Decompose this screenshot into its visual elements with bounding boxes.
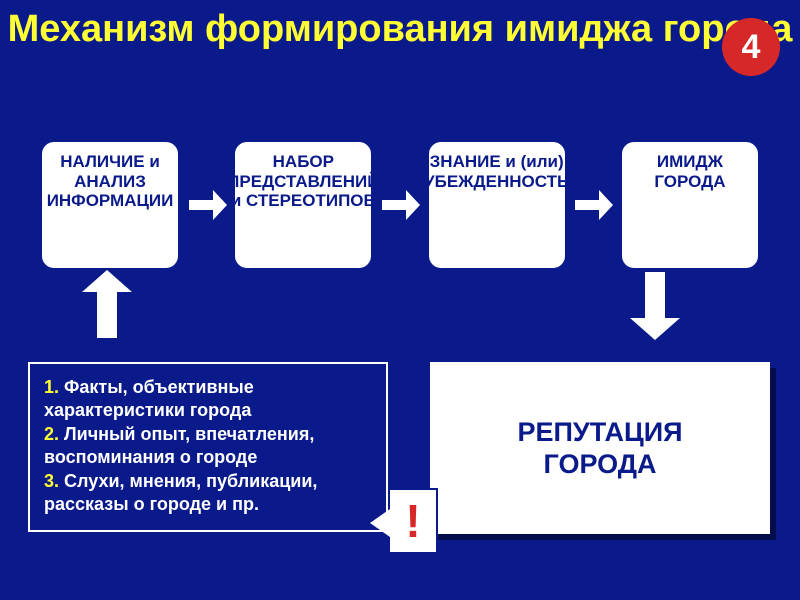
reputation-box: РЕПУТАЦИЯ ГОРОДА [430, 362, 770, 534]
facts-item-text: Факты, объективные характеристики города [44, 377, 254, 420]
flow-arrow-1 [187, 190, 227, 220]
facts-item-number: 3. [44, 471, 59, 491]
flow-node-3: ЗНАНИЕ и (или) УБЕЖДЕННОСТЬ [427, 140, 567, 270]
exclaim-text: ! [405, 494, 420, 548]
flow-node-1: НАЛИЧИЕ и АНАЛИЗ ИНФОРМАЦИИ [40, 140, 180, 270]
up-arrow-icon [82, 270, 132, 340]
facts-item-text: Личный опыт, впечатления, воспоминания о… [44, 424, 314, 467]
exclaim-callout: ! [388, 488, 438, 554]
facts-item-number: 2. [44, 424, 59, 444]
facts-item-number: 1. [44, 377, 59, 397]
slide: Механизм формирования имиджа города 4 НА… [0, 0, 800, 600]
flow-node-3-label: ЗНАНИЕ и (или) УБЕЖДЕННОСТЬ [424, 152, 569, 191]
facts-box: 1. Факты, объективные характеристики гор… [28, 362, 388, 532]
facts-item-text: Слухи, мнения, публикации, рассказы о го… [44, 471, 317, 514]
flow-arrow-2 [380, 190, 420, 220]
slide-number-badge: 4 [722, 18, 780, 76]
flow-node-4: ИМИДЖ ГОРОДА [620, 140, 760, 270]
flow-node-2-label: НАБОР ПРЕДСТАВЛЕНИЙ и СТЕРЕОТИПОВ [227, 152, 379, 211]
flow-node-4-label: ИМИДЖ ГОРОДА [630, 152, 750, 191]
facts-item: 3. Слухи, мнения, публикации, рассказы о… [44, 470, 372, 517]
exclaim-tail-icon [370, 509, 390, 537]
facts-item: 2. Личный опыт, впечатления, воспоминани… [44, 423, 372, 470]
slide-title: Механизм формирования имиджа города [0, 8, 800, 52]
flow-node-2: НАБОР ПРЕДСТАВЛЕНИЙ и СТЕРЕОТИПОВ [233, 140, 373, 270]
down-arrow-icon [630, 270, 680, 340]
facts-item: 1. Факты, объективные характеристики гор… [44, 376, 372, 423]
flow-row: НАЛИЧИЕ и АНАЛИЗ ИНФОРМАЦИИ НАБОР ПРЕДСТ… [40, 130, 760, 280]
flow-node-1-label: НАЛИЧИЕ и АНАЛИЗ ИНФОРМАЦИИ [47, 152, 174, 211]
flow-arrow-3 [573, 190, 613, 220]
